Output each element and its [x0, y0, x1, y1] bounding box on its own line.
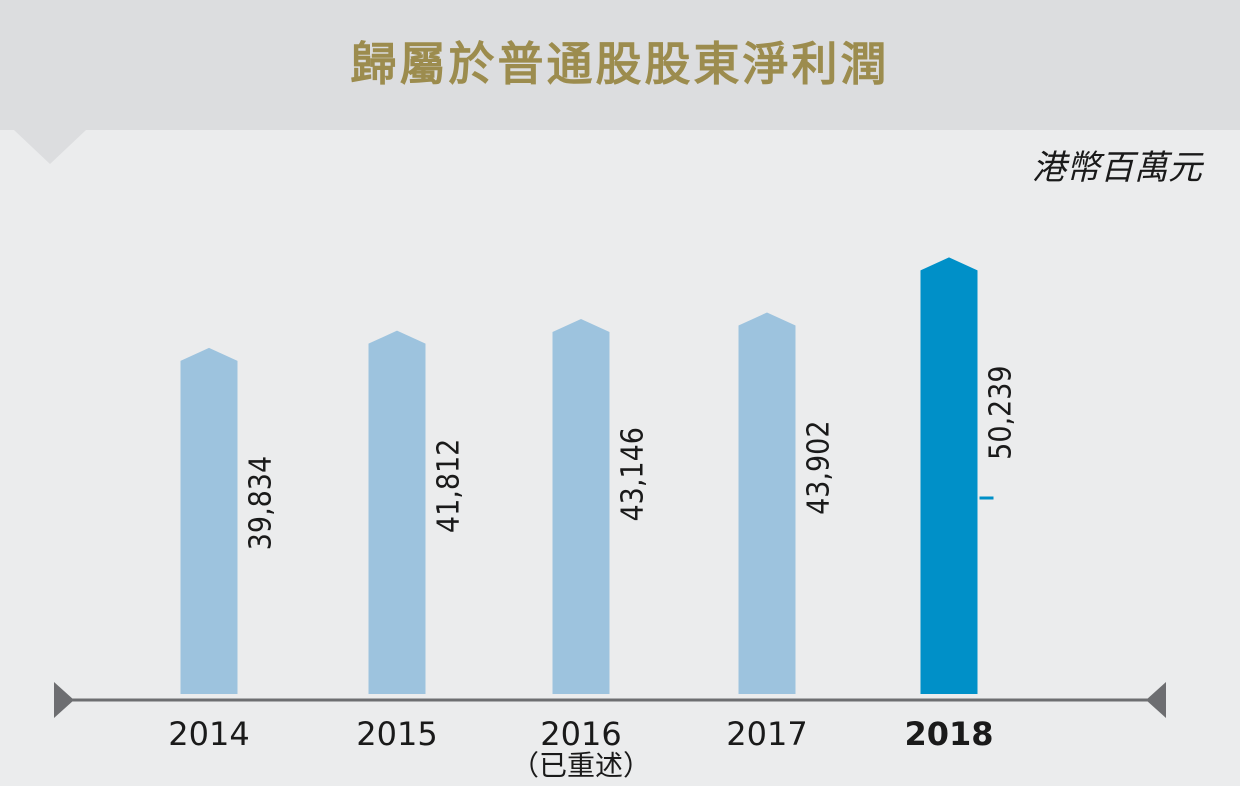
title-banner-notch — [14, 130, 86, 164]
tick-note-2016: （已重述） — [511, 749, 651, 782]
title-banner — [0, 0, 1240, 130]
x-axis-left-arrow — [54, 682, 74, 718]
bar-2017 — [738, 312, 796, 694]
tick-label-2015: 2015 — [356, 715, 437, 753]
x-axis-right-arrow — [1146, 682, 1166, 718]
tick-label-2014: 2014 — [168, 715, 249, 753]
unit-label: 港幣百萬元 — [1032, 148, 1202, 188]
value-label-2016: 43,146 — [616, 427, 651, 521]
value-label-2018: 50,239 — [984, 365, 1019, 459]
bar-2018 — [920, 257, 978, 694]
tick-label-2016: 2016 — [540, 715, 621, 753]
value-label-2017: 43,902 — [802, 420, 837, 514]
bar-2014 — [180, 347, 238, 694]
bar-2016 — [552, 319, 610, 694]
value-label-2015: 41,812 — [432, 439, 467, 533]
bar-2015 — [368, 330, 426, 694]
chart-title: 歸屬於普通股股東淨利潤 — [350, 37, 890, 91]
value-label-2014: 39,834 — [244, 456, 279, 550]
tick-label-2018: 2018 — [904, 715, 993, 753]
tick-label-2017: 2017 — [726, 715, 807, 753]
